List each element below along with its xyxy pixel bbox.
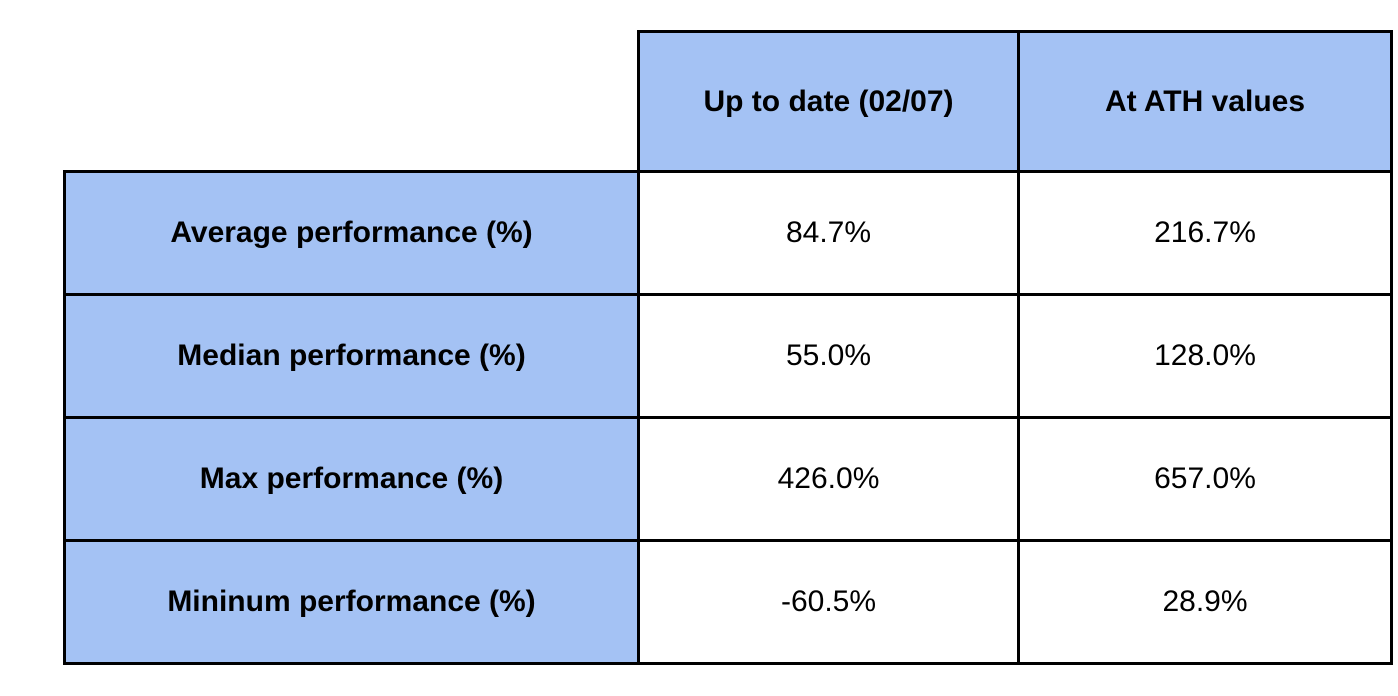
cell-average-up-to-date: 84.7% xyxy=(637,170,1020,296)
row-label-max: Max performance (%) xyxy=(63,416,640,542)
cell-median-at-ath: 128.0% xyxy=(1017,293,1393,419)
row-label-average: Average performance (%) xyxy=(63,170,640,296)
cell-max-up-to-date: 426.0% xyxy=(637,416,1020,542)
table-row-max: Max performance (%) 426.0% 657.0% xyxy=(63,416,1393,542)
column-header-at-ath: At ATH values xyxy=(1017,30,1393,173)
header-row: Up to date (02/07) At ATH values xyxy=(65,30,1393,173)
cell-average-at-ath: 216.7% xyxy=(1017,170,1393,296)
table-row-median: Median performance (%) 55.0% 128.0% xyxy=(63,293,1393,419)
table-row-minimum: Mininum performance (%) -60.5% 28.9% xyxy=(63,539,1393,665)
cell-minimum-up-to-date: -60.5% xyxy=(637,539,1020,665)
row-label-minimum: Mininum performance (%) xyxy=(63,539,640,665)
performance-table: Up to date (02/07) At ATH values Average… xyxy=(63,30,1393,665)
cell-median-up-to-date: 55.0% xyxy=(637,293,1020,419)
cell-max-at-ath: 657.0% xyxy=(1017,416,1393,542)
column-header-up-to-date: Up to date (02/07) xyxy=(637,30,1020,173)
table-row-average: Average performance (%) 84.7% 216.7% xyxy=(63,170,1393,296)
cell-minimum-at-ath: 28.9% xyxy=(1017,539,1393,665)
corner-spacer xyxy=(65,32,639,172)
row-label-median: Median performance (%) xyxy=(63,293,640,419)
